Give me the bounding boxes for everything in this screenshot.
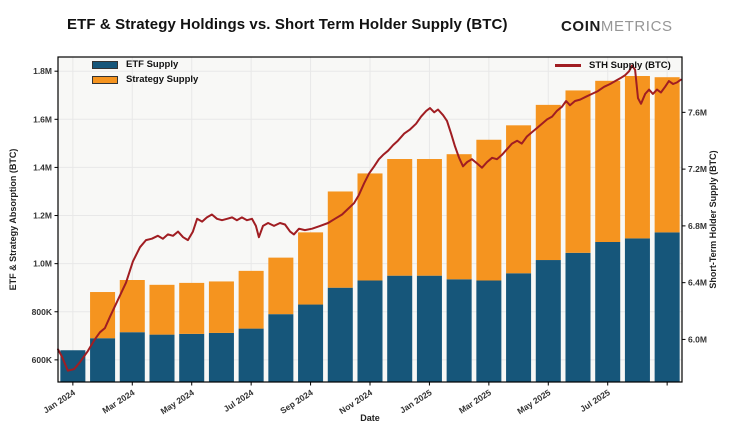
x-tick-label: May 2025 [515,387,552,416]
bar-etf-Mar 2024 [119,332,145,382]
etf-supply-swatch [92,60,118,69]
bar-strategy-Dec 2024 [387,158,413,276]
right-axis-title: Short-Term Holder Supply (BTC) [708,150,718,288]
x-tick-label: Sep 2024 [278,387,315,416]
bar-etf-Aug 2025 [624,238,650,382]
bar-etf-Dec 2024 [387,275,413,382]
legend-bars: ETF Supply Strategy Supply [92,58,198,88]
x-tick-label: May 2024 [159,387,196,416]
x-tick-label: Mar 2025 [457,387,493,415]
bar-etf-Oct 2024 [327,287,353,382]
bar-strategy-May 2025 [535,104,561,261]
bar-etf-Jul 2024 [238,328,264,382]
left-tick-label: 1.2M [33,211,52,221]
left-tick-label: 1.8M [33,66,52,76]
bar-strategy-Jun 2024 [208,281,234,333]
bar-strategy-Jun 2025 [565,90,591,253]
etf-supply-label: ETF Supply [126,59,179,70]
bar-etf-Feb 2024 [90,338,116,382]
left-axis-title: ETF & Strategy Absorption (BTC) [8,149,18,291]
bar-etf-Sep 2025 [654,232,680,382]
right-tick-label: 6.4M [688,278,707,288]
logo-coin: COIN [561,18,601,35]
bar-strategy-Aug 2025 [624,76,650,239]
left-tick-label: 1.6M [33,114,52,124]
legend-item-strategy: Strategy Supply [92,73,198,86]
chart-title: ETF & Strategy Holdings vs. Short Term H… [67,16,508,33]
strategy-supply-swatch [92,75,118,84]
bar-strategy-Feb 2025 [446,154,472,280]
coinmetrics-logo: COINMETRICS [561,18,673,35]
bar-etf-May 2024 [179,333,205,382]
bar-strategy-Jul 2025 [595,80,621,242]
logo-metrics: METRICS [600,18,673,35]
right-tick-label: 7.6M [688,107,707,117]
bar-etf-Jan 2024 [60,350,86,382]
bar-etf-Jan 2025 [416,275,442,382]
sth-supply-swatch [555,64,581,67]
right-tick-label: 6.8M [688,221,707,231]
x-axis-title: Date [360,413,380,423]
bar-etf-Jul 2025 [595,241,621,382]
bar-strategy-Sep 2024 [298,232,324,305]
bar-strategy-Aug 2024 [268,257,294,315]
bar-strategy-Sep 2025 [654,77,680,233]
bar-etf-Feb 2025 [446,279,472,382]
legend-item-etf: ETF Supply [92,58,198,71]
bar-strategy-Apr 2025 [506,125,532,274]
right-tick-label: 6.0M [688,334,707,344]
bar-strategy-May 2024 [179,282,205,334]
strategy-supply-label: Strategy Supply [126,74,199,85]
bar-strategy-Jan 2025 [416,158,442,276]
left-tick-label: 1.4M [33,162,52,172]
x-tick-label: Jul 2024 [222,387,256,414]
bar-strategy-Oct 2024 [327,191,353,288]
x-tick-label: Jan 2025 [398,387,434,415]
bar-etf-Apr 2024 [149,334,175,382]
bar-etf-May 2025 [535,260,561,382]
left-tick-label: 600K [32,355,53,365]
bar-strategy-Mar 2025 [476,139,502,281]
bar-strategy-Apr 2024 [149,284,175,335]
bar-strategy-Jul 2024 [238,270,264,329]
x-tick-label: Jul 2025 [578,387,612,414]
right-tick-label: 7.2M [688,164,707,174]
bar-etf-Apr 2025 [506,273,532,382]
bar-etf-Aug 2024 [268,314,294,382]
bar-etf-Nov 2024 [357,280,383,382]
legend-line: STH Supply (BTC) [555,60,671,71]
left-tick-label: 1.0M [33,259,52,269]
x-tick-label: Mar 2024 [100,387,136,415]
x-tick-label: Nov 2024 [337,387,374,416]
bar-etf-Sep 2024 [298,304,324,382]
sth-supply-line [57,64,682,372]
bar-etf-Jun 2024 [208,332,234,382]
bar-strategy-Nov 2024 [357,173,383,281]
bar-etf-Jun 2025 [565,252,591,382]
x-tick-label: Jan 2024 [41,387,77,415]
left-tick-label: 800K [32,307,53,317]
bar-etf-Mar 2025 [476,280,502,382]
sth-supply-label: STH Supply (BTC) [589,60,671,71]
